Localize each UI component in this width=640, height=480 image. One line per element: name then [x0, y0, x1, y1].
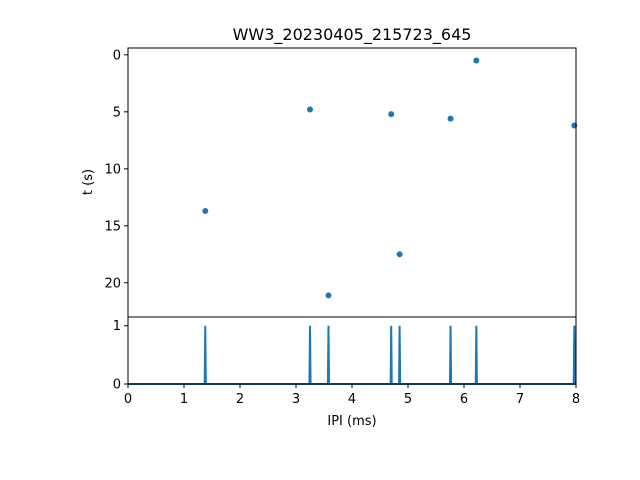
scatter-point — [388, 111, 395, 118]
ipi-x-tick-label: 4 — [348, 392, 356, 407]
chart-title: WW3_20230405_215723_645 — [233, 25, 472, 45]
scatter-y-axis-label: t (s) — [81, 169, 96, 195]
scatter-point — [447, 115, 454, 122]
scatter-plot-area — [128, 48, 576, 317]
ipi-frame — [127, 316, 577, 385]
scatter-y-tick-label: 0 — [113, 48, 121, 63]
ipi-y-tick-label: 0 — [113, 378, 121, 393]
scatter-y-ticks: 0 5 10 15 20 — [104, 48, 128, 291]
scatter-y-tick-label: 5 — [113, 105, 121, 120]
ipi-x-tick-label: 2 — [236, 392, 244, 407]
ipi-ticks: 0 1 0 1 2 3 4 5 6 7 8 — [113, 319, 580, 407]
scatter-point — [473, 57, 480, 64]
ipi-plot-area — [128, 317, 576, 384]
ipi-x-tick-label: 8 — [572, 392, 580, 407]
ipi-x-axis-label: IPI (ms) — [327, 414, 376, 429]
ipi-x-tick-label: 3 — [292, 392, 300, 407]
scatter-point — [202, 207, 209, 214]
ipi-x-tick-label: 7 — [516, 392, 524, 407]
scatter-panel: 0 5 10 15 20 t (s) — [81, 47, 578, 318]
scatter-y-tick-label: 10 — [104, 162, 121, 177]
scatter-point — [307, 106, 313, 113]
ipi-x-tick-label: 5 — [404, 392, 412, 407]
scatter-point — [396, 251, 403, 258]
scatter-y-tick-label: 20 — [104, 276, 121, 291]
ipi-x-tick-label: 0 — [124, 392, 132, 407]
ipi-x-tick-label: 1 — [180, 392, 188, 407]
ipi-y-tick-label: 1 — [113, 319, 121, 334]
scatter-point — [325, 292, 332, 299]
ipi-x-tick-label: 6 — [460, 392, 468, 407]
scatter-y-tick-label: 15 — [104, 219, 121, 234]
ipi-panel: 0 1 0 1 2 3 4 5 6 7 8 IPI (ms) — [113, 316, 580, 429]
